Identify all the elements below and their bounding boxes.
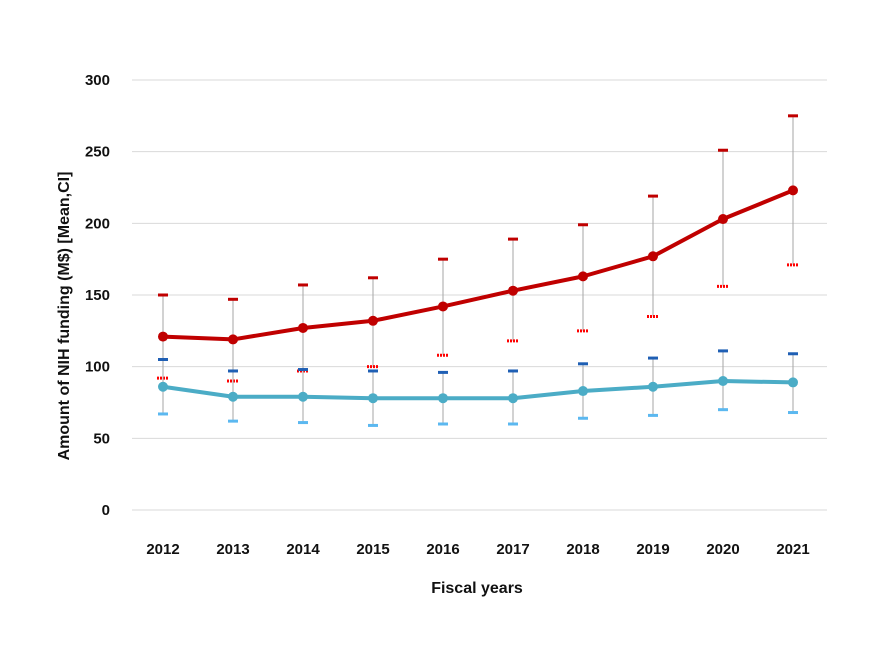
x-tick-label: 2017 <box>496 541 529 558</box>
y-tick-label: 300 <box>85 72 110 89</box>
data-point <box>368 393 378 404</box>
confidence-intervals <box>157 114 799 427</box>
data-point <box>508 393 518 404</box>
y-tick-label: 200 <box>85 215 110 232</box>
x-tick-label: 2018 <box>566 541 599 558</box>
series-line <box>162 188 794 342</box>
data-point <box>788 377 798 388</box>
series-line <box>162 379 794 401</box>
data-point <box>438 301 448 312</box>
data-point <box>788 185 798 196</box>
y-axis-title: Amount of NIH funding (M$) [Mean,CI] <box>56 172 73 461</box>
gridlines <box>132 79 827 511</box>
data-point <box>648 381 658 392</box>
x-tick-label: 2015 <box>356 541 389 558</box>
series-points <box>158 185 798 404</box>
data-point <box>228 334 238 345</box>
data-point <box>228 391 238 402</box>
y-tick-label: 250 <box>85 144 110 161</box>
x-tick-labels: 2012 2013 2014 2015 2016 2017 2018 2019 2020 2021 <box>146 541 809 558</box>
data-point <box>298 322 308 333</box>
y-tick-label: 150 <box>85 287 110 304</box>
x-tick-label: 2016 <box>426 541 459 558</box>
data-point <box>158 331 168 342</box>
data-point <box>718 376 728 386</box>
chart-panel: 0 50 100 150 200 250 300 2012 2013 2014 2015 2016 2… <box>42 52 842 612</box>
y-tick-label: 100 <box>85 359 110 376</box>
y-tick-label: 50 <box>93 430 110 447</box>
data-point <box>298 391 308 402</box>
data-point <box>158 381 168 392</box>
data-point <box>648 251 658 262</box>
series-lines <box>162 188 794 401</box>
x-tick-label: 2014 <box>286 541 320 558</box>
data-point <box>508 285 518 296</box>
x-axis-title: Fiscal years <box>431 580 523 597</box>
y-tick-label: 0 <box>102 502 110 519</box>
x-tick-label: 2013 <box>216 541 249 558</box>
x-tick-label: 2019 <box>636 541 669 558</box>
y-tick-labels: 0 50 100 150 200 250 300 <box>85 72 110 519</box>
data-point <box>438 393 448 404</box>
x-tick-label: 2020 <box>706 541 739 558</box>
data-point <box>578 271 588 282</box>
data-point <box>718 214 728 225</box>
x-tick-label: 2021 <box>776 541 809 558</box>
x-tick-label: 2012 <box>146 541 179 558</box>
data-point <box>578 386 588 397</box>
data-point <box>368 315 378 326</box>
